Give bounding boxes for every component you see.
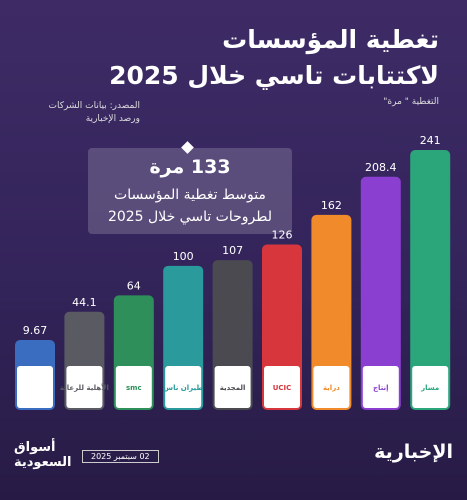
callout-title: 133 مرة xyxy=(149,156,231,178)
bar xyxy=(360,176,401,410)
value-label: 64 xyxy=(127,279,141,292)
value-label: 162 xyxy=(321,199,342,212)
category-label: المجدية xyxy=(220,384,246,392)
category-label: طيران ناس xyxy=(163,384,203,392)
logo-box xyxy=(66,366,103,408)
value-label: 100 xyxy=(173,250,194,263)
publisher: أسواق السعودية xyxy=(14,440,72,470)
value-label: 107 xyxy=(222,244,243,257)
category-label: UCIC xyxy=(273,384,292,392)
brand: الإخبارية xyxy=(374,441,453,463)
logo-box xyxy=(264,366,300,408)
logo-box xyxy=(165,366,202,408)
logo-box xyxy=(362,366,399,408)
value-label: 44.1 xyxy=(72,296,97,309)
value-label: 126 xyxy=(272,228,293,241)
bar xyxy=(311,214,352,410)
category-label: الأهلية للرعاية xyxy=(60,383,109,392)
category-label: smc xyxy=(126,384,142,392)
category-label: مسار xyxy=(420,384,439,392)
value-label: 9.67 xyxy=(23,324,48,337)
source: المصدر: بيانات الشركات ورصد الإخبارية xyxy=(48,101,141,124)
callout-box xyxy=(88,148,292,234)
logo-box xyxy=(214,366,251,408)
logo-box xyxy=(17,366,53,408)
chart-title: تغطية المؤسسات لاكتتابات تاسي خلال 2025 xyxy=(109,25,439,90)
logo-box xyxy=(412,366,449,408)
date: 02 سبتمبر 2025 xyxy=(82,450,159,463)
value-label: 208.4 xyxy=(365,161,397,174)
value-label: 241 xyxy=(420,134,441,147)
subtitle: التغطية " مرة" xyxy=(383,97,439,107)
category-label: إنتاج xyxy=(373,384,389,392)
category-label: دراية xyxy=(323,384,340,392)
logo-box xyxy=(313,366,350,408)
callout-text: متوسط تغطية المؤسسات لطروحات تاسي خلال 2… xyxy=(107,187,273,225)
logo-box xyxy=(115,366,152,408)
bar xyxy=(410,150,451,410)
